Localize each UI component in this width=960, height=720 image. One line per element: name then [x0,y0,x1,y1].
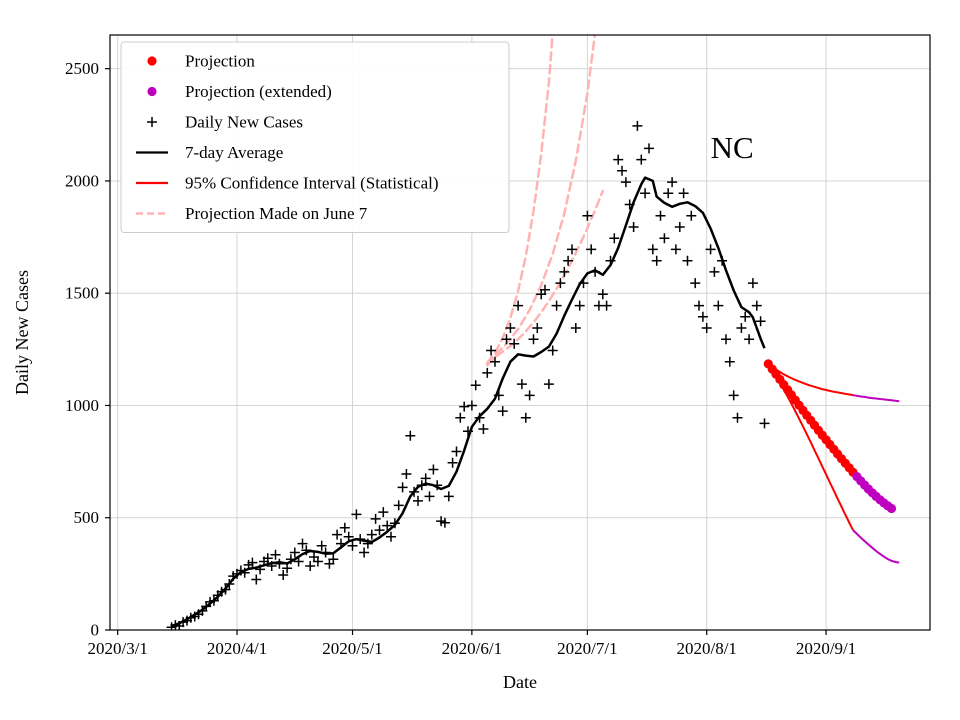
legend-entry: Projection (extended) [147,82,332,101]
legend-entry: Daily New Cases [147,113,303,132]
y-tick-label: 2500 [65,59,99,78]
y-tick-label: 500 [74,508,100,527]
june7-projection-dashed-lines [486,35,605,367]
x-tick-label: 2020/6/1 [442,639,502,658]
legend-dot-marker [147,86,157,97]
x-tick-label: 2020/3/1 [87,639,147,658]
x-tick-label: 2020/8/1 [676,639,736,658]
legend-entry: 95% Confidence Interval (Statistical) [136,174,439,193]
state-annotation: NC [711,130,754,165]
x-tick-label: 2020/9/1 [796,639,856,658]
axes: 2020/3/1 2020/4/1 2020/5/1 2020/6/1 2020/7/1… [12,59,856,692]
legend-entry: 7-day Average [136,143,283,162]
x-axis-label: Date [503,672,537,692]
y-tick-label: 1000 [65,396,99,415]
legend: Projection Projection (extended) Daily New… [120,41,510,233]
plot-area [166,35,900,630]
y-tick-label: 0 [91,621,100,640]
legend-label: Projection Made on June 7 [185,204,368,223]
legend-plus-marker [147,117,157,127]
legend-entry: Projection Made on June 7 [136,204,368,223]
x-tick-label: 2020/5/1 [322,639,382,658]
projection-dots [763,359,858,477]
legend-label: 7-day Average [185,143,283,162]
legend-label: Projection (extended) [185,82,332,101]
x-tick-label: 2020/4/1 [207,639,267,658]
y-tick-label: 2000 [65,171,99,190]
legend-label: Daily New Cases [185,113,303,132]
legend-label: Projection [185,52,255,71]
x-tick-label: 2020/7/1 [557,639,617,658]
plot-frame [109,34,931,631]
legend-entry: Projection [147,52,255,71]
projection-extended-dots [852,472,897,514]
seven-day-average-line [171,176,766,628]
y-axis-label: Daily New Cases [12,270,32,395]
ci-upper-line [767,363,900,403]
legend-dot-marker [147,56,157,66]
y-tick-label: 1500 [65,284,99,303]
legend-label: 95% Confidence Interval (Statistical) [185,174,439,193]
